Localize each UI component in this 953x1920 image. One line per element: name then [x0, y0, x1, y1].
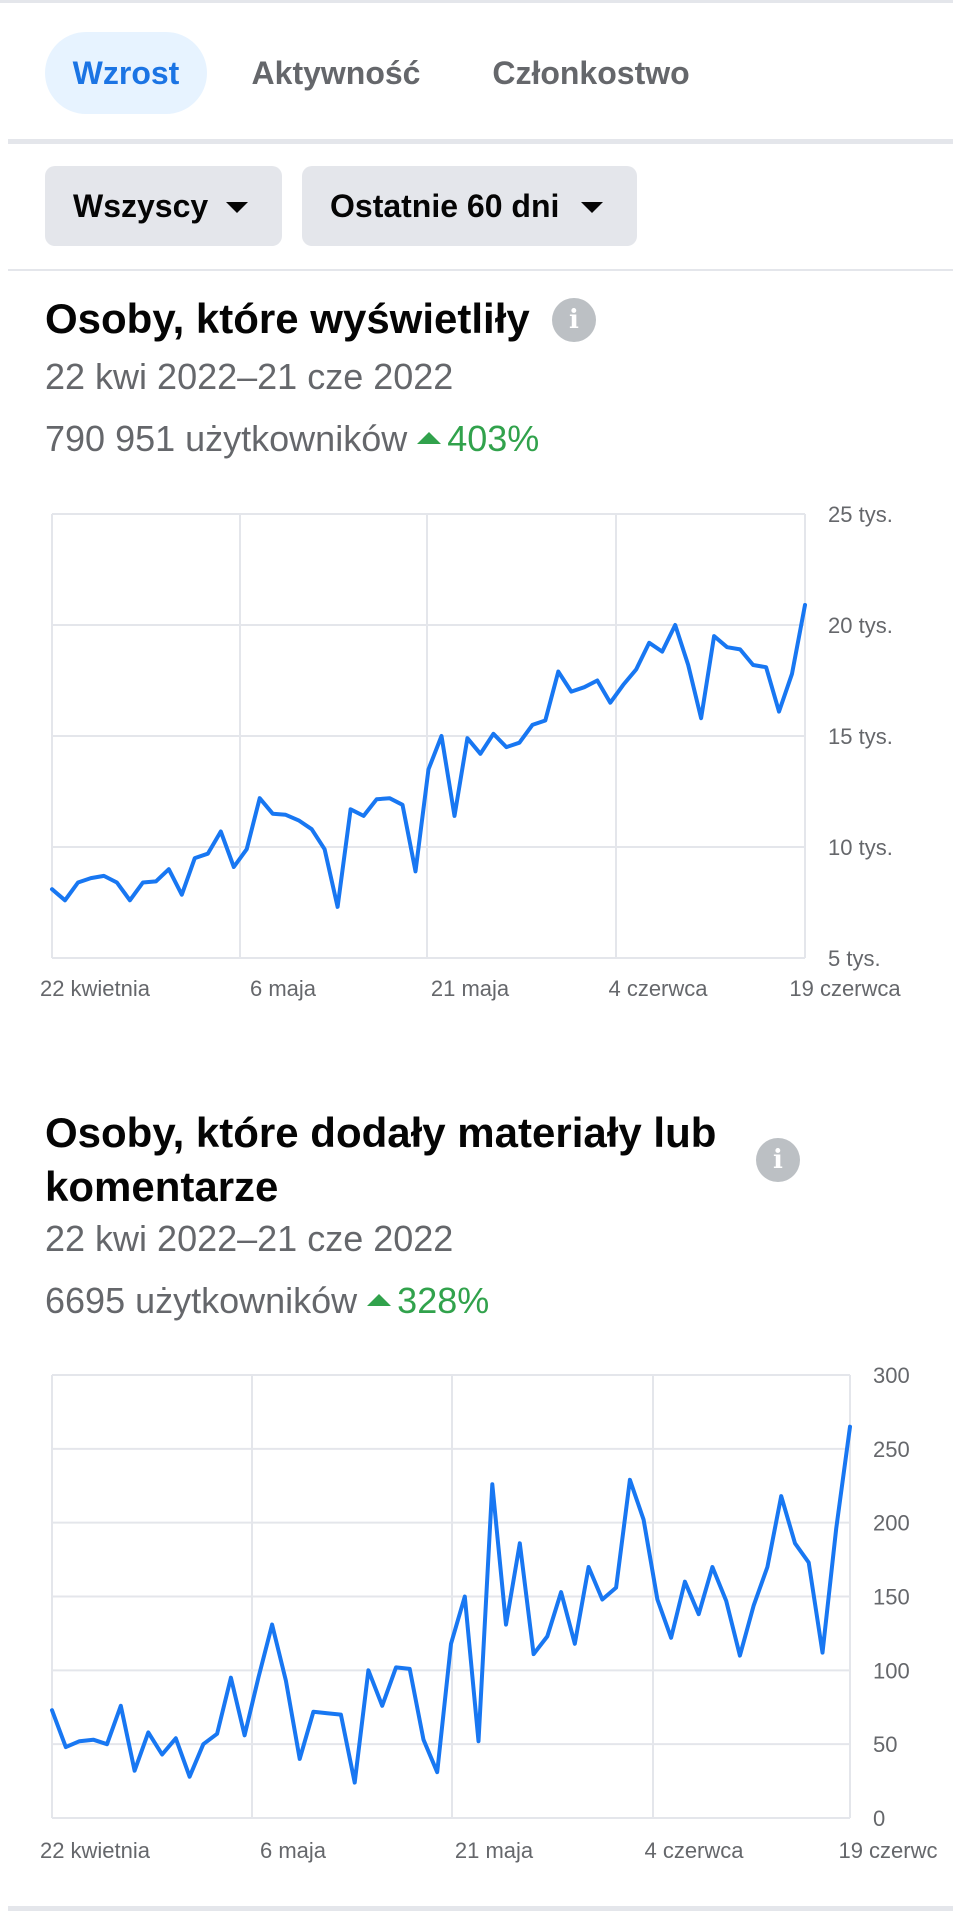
x-tick-label: 21 maja: [431, 976, 510, 1001]
user-count: 6695 użytkowników 328%: [45, 1280, 489, 1322]
y-tick-label: 0: [873, 1806, 885, 1831]
caret-down-icon: [581, 202, 603, 213]
info-icon[interactable]: i: [552, 298, 596, 342]
date-range-dropdown[interactable]: Ostatnie 60 dni: [302, 166, 637, 246]
x-tick-label: 22 kwietnia: [40, 1838, 151, 1863]
tab-aktywnosc[interactable]: Aktywność: [251, 55, 421, 91]
y-tick-label: 10 tys.: [828, 835, 893, 860]
triangle-up-icon: [417, 432, 442, 445]
x-tick-label: 22 kwietnia: [40, 976, 151, 1001]
y-tick-label: 250: [873, 1437, 910, 1462]
section-title-line1: Osoby, które dodały materiały lub: [45, 1109, 717, 1156]
y-tick-label: 50: [873, 1732, 897, 1757]
date-range: 22 kwi 2022–21 cze 2022: [45, 356, 454, 397]
filter-bar: Wszyscy Ostatnie 60 dni: [0, 144, 953, 270]
y-tick-label: 300: [873, 1363, 910, 1388]
tab-czlonkostwo[interactable]: Członkostwo: [492, 55, 690, 91]
caret-down-icon: [226, 202, 248, 213]
section-title-line2: komentarze: [45, 1163, 279, 1210]
tab-bar: Wzrost Aktywność Członkostwo: [0, 0, 953, 140]
date-range: 22 kwi 2022–21 cze 2022: [45, 1218, 454, 1259]
audience-dropdown-label: Wszyscy: [73, 188, 209, 224]
y-tick-label: 25 tys.: [828, 502, 893, 527]
series-line: [50, 1424, 852, 1785]
y-tick-label: 150: [873, 1585, 910, 1610]
x-tick-label: 19 czerwc: [838, 1838, 937, 1863]
y-tick-label: 5 tys.: [828, 946, 881, 971]
user-count: 790 951 użytkowników 403%: [45, 418, 539, 460]
info-icon[interactable]: i: [756, 1138, 800, 1182]
y-tick-label: 100: [873, 1658, 910, 1683]
x-tick-label: 4 czerwca: [644, 1838, 744, 1863]
x-tick-label: 21 maja: [455, 1838, 534, 1863]
change-percent: 403%: [447, 418, 540, 459]
x-tick-label: 4 czerwca: [608, 976, 708, 1001]
tab-divider: [8, 139, 953, 144]
user-count-value: 790 951 użytkowników: [45, 418, 408, 459]
date-range-dropdown-label: Ostatnie 60 dni: [330, 188, 560, 224]
filter-divider: [8, 269, 953, 271]
series-line: [50, 603, 807, 909]
user-count-value: 6695 użytkowników: [45, 1280, 358, 1321]
change-percent: 328%: [397, 1280, 490, 1321]
audience-dropdown[interactable]: Wszyscy: [45, 166, 282, 246]
y-tick-label: 200: [873, 1511, 910, 1536]
section-title: Osoby, które wyświetliły: [45, 295, 530, 342]
x-tick-label: 6 maja: [260, 1838, 327, 1863]
y-tick-label: 20 tys.: [828, 613, 893, 638]
tab-wzrost[interactable]: Wzrost: [45, 32, 207, 114]
bottom-divider: [8, 1906, 953, 1911]
x-tick-label: 6 maja: [250, 976, 317, 1001]
top-border: [0, 0, 953, 3]
x-tick-label: 19 czerwca: [789, 976, 901, 1001]
triangle-up-icon: [367, 1294, 392, 1307]
y-tick-label: 15 tys.: [828, 724, 893, 749]
